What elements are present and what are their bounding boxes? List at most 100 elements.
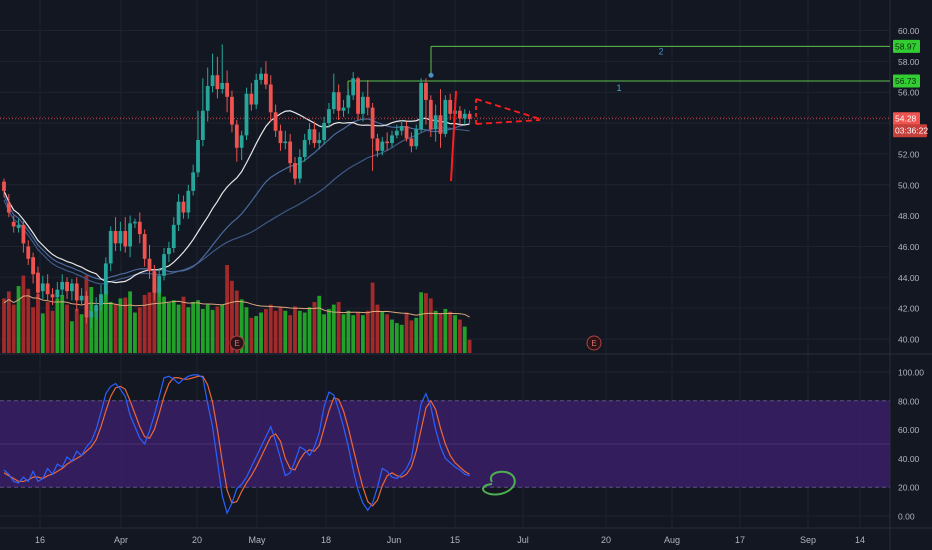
candle-body (45, 283, 50, 295)
volume-bar (21, 275, 26, 353)
candle-body (50, 294, 55, 298)
volume-bars (2, 265, 472, 353)
candle-body (70, 283, 74, 292)
candle-body (128, 223, 132, 247)
candle-body (361, 96, 365, 114)
candle-body (365, 96, 370, 108)
candle-body (428, 99, 433, 130)
volume-bar (205, 304, 210, 353)
volume-bar (424, 293, 428, 353)
candle-body (273, 112, 278, 131)
volume-bar (268, 304, 273, 353)
candle-body (346, 95, 351, 108)
candle-body (230, 96, 234, 125)
volume-bar (443, 309, 448, 353)
candle-body (399, 126, 404, 131)
target-2-price-badge: 58.97 (895, 41, 917, 51)
candle-body (157, 275, 162, 293)
candle-body (191, 172, 196, 191)
target-1-price-badge: 56.73 (895, 76, 917, 86)
volume-bar (341, 314, 346, 353)
volume-bar (409, 320, 414, 353)
candle-body (225, 82, 229, 97)
candle-body (462, 113, 467, 119)
candlesticks (2, 44, 472, 329)
volume-bar (361, 315, 365, 353)
volume-bar (171, 300, 176, 353)
candle-body (458, 110, 462, 119)
volume-bar (133, 312, 137, 353)
volume-bar (302, 312, 307, 353)
stochastic-tick-label: 0.00 (898, 512, 915, 522)
volume-bar (65, 304, 69, 353)
price-tick-label: 52.00 (898, 149, 920, 159)
volume-bar (162, 296, 166, 353)
volume-bar (433, 310, 438, 353)
volume-bar (70, 321, 74, 353)
moving-average-short (3, 110, 470, 284)
volume-bar (244, 307, 249, 353)
candle-body (394, 130, 399, 136)
price-tick-label: 44.00 (898, 273, 920, 283)
volume-bar (293, 306, 297, 353)
countdown-badge: 03:36:22 (895, 126, 928, 136)
volume-bar (448, 311, 453, 353)
volume-bar (312, 301, 317, 353)
volume-bar (273, 310, 278, 353)
volume-bar (346, 310, 351, 353)
price-tick-label: 56.00 (898, 88, 920, 98)
candle-body (259, 73, 263, 80)
candle-body (327, 109, 331, 124)
volume-bar (94, 307, 99, 353)
candle-body (60, 281, 65, 290)
volume-bar (327, 309, 331, 353)
candle-body (467, 113, 472, 119)
volume-bar (375, 304, 380, 353)
volume-bar (36, 294, 40, 353)
candle-body (152, 271, 157, 293)
price-tick-label: 58.00 (898, 57, 920, 67)
volume-bar (458, 319, 462, 353)
candle-body (79, 295, 84, 301)
candle-body (390, 135, 394, 144)
candle-body (234, 124, 239, 148)
volume-bar (419, 292, 423, 353)
volume-bar (220, 304, 225, 353)
volume-bar (50, 310, 55, 353)
candle-body (220, 82, 225, 90)
candle-body (351, 78, 356, 96)
volume-bar (16, 286, 21, 353)
volume-bar (462, 326, 467, 353)
time-tick-label: May (248, 535, 266, 545)
candle-body (205, 86, 210, 111)
price-axis: 60.0058.0056.0054.0052.0050.0048.0046.00… (893, 26, 928, 522)
candle-body (409, 138, 414, 147)
price-tick-label: 46.00 (898, 242, 920, 252)
volume-bar (137, 307, 142, 353)
volume-bar (60, 294, 65, 353)
candle-body (55, 289, 60, 298)
volume-bar (196, 300, 200, 353)
countdown-badge-bg (893, 124, 927, 138)
target-anchor-dot (428, 72, 434, 78)
volume-bar (399, 324, 404, 353)
volume-bar (74, 309, 79, 353)
volume-bar (6, 291, 11, 353)
candle-body (331, 92, 336, 110)
volume-bar (11, 304, 16, 353)
candle-body (268, 84, 273, 113)
volume-bar (230, 280, 234, 353)
triangle-lower-line (475, 119, 541, 125)
candle-body (249, 93, 254, 105)
candle-body (118, 231, 123, 244)
volume-bar (394, 323, 399, 353)
candle-body (84, 295, 89, 318)
candle-body (176, 201, 181, 225)
volume-bar (336, 301, 341, 353)
candle-body (404, 126, 409, 139)
candle-body (133, 221, 137, 224)
candle-body (385, 141, 390, 144)
candle-body (200, 110, 205, 141)
candle-body (94, 305, 99, 312)
